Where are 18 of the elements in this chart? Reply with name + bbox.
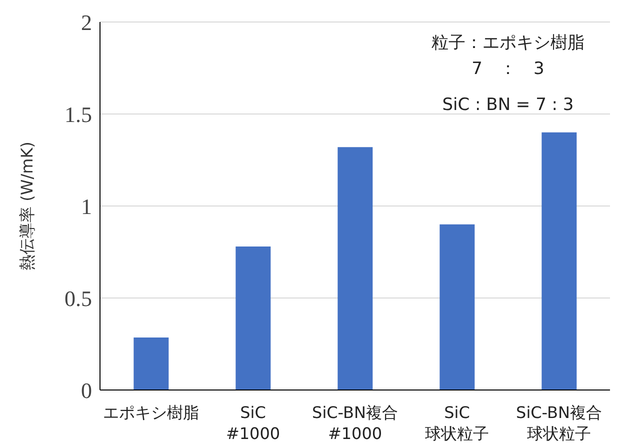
y-tick-label: 0.5: [64, 286, 92, 311]
x-tick-label: SiC 球状粒子: [424, 402, 490, 444]
y-axis-title: 熱伝導率 (W/mK): [18, 142, 38, 270]
x-tick-label: SiC #1000: [224, 402, 282, 444]
x-tick-label: SiC-BN複合 #1000: [311, 402, 399, 444]
bar: [338, 147, 373, 390]
y-tick-label: 1.5: [64, 102, 92, 127]
x-tick-label: エポキシ樹脂: [102, 402, 200, 423]
bar: [134, 338, 169, 390]
y-tick-label: 2: [81, 10, 92, 35]
x-tick-label: SiC-BN複合球状粒子: [515, 402, 603, 444]
y-tick-label: 0: [81, 378, 92, 403]
annotation: SiC : BN = 7 : 3: [441, 94, 575, 117]
annotation: 粒子：エポキシ樹脂 7 ： 3: [430, 32, 586, 81]
bar: [542, 132, 577, 390]
bar: [236, 246, 271, 390]
bar: [440, 224, 475, 390]
y-tick-label: 1: [81, 194, 92, 219]
